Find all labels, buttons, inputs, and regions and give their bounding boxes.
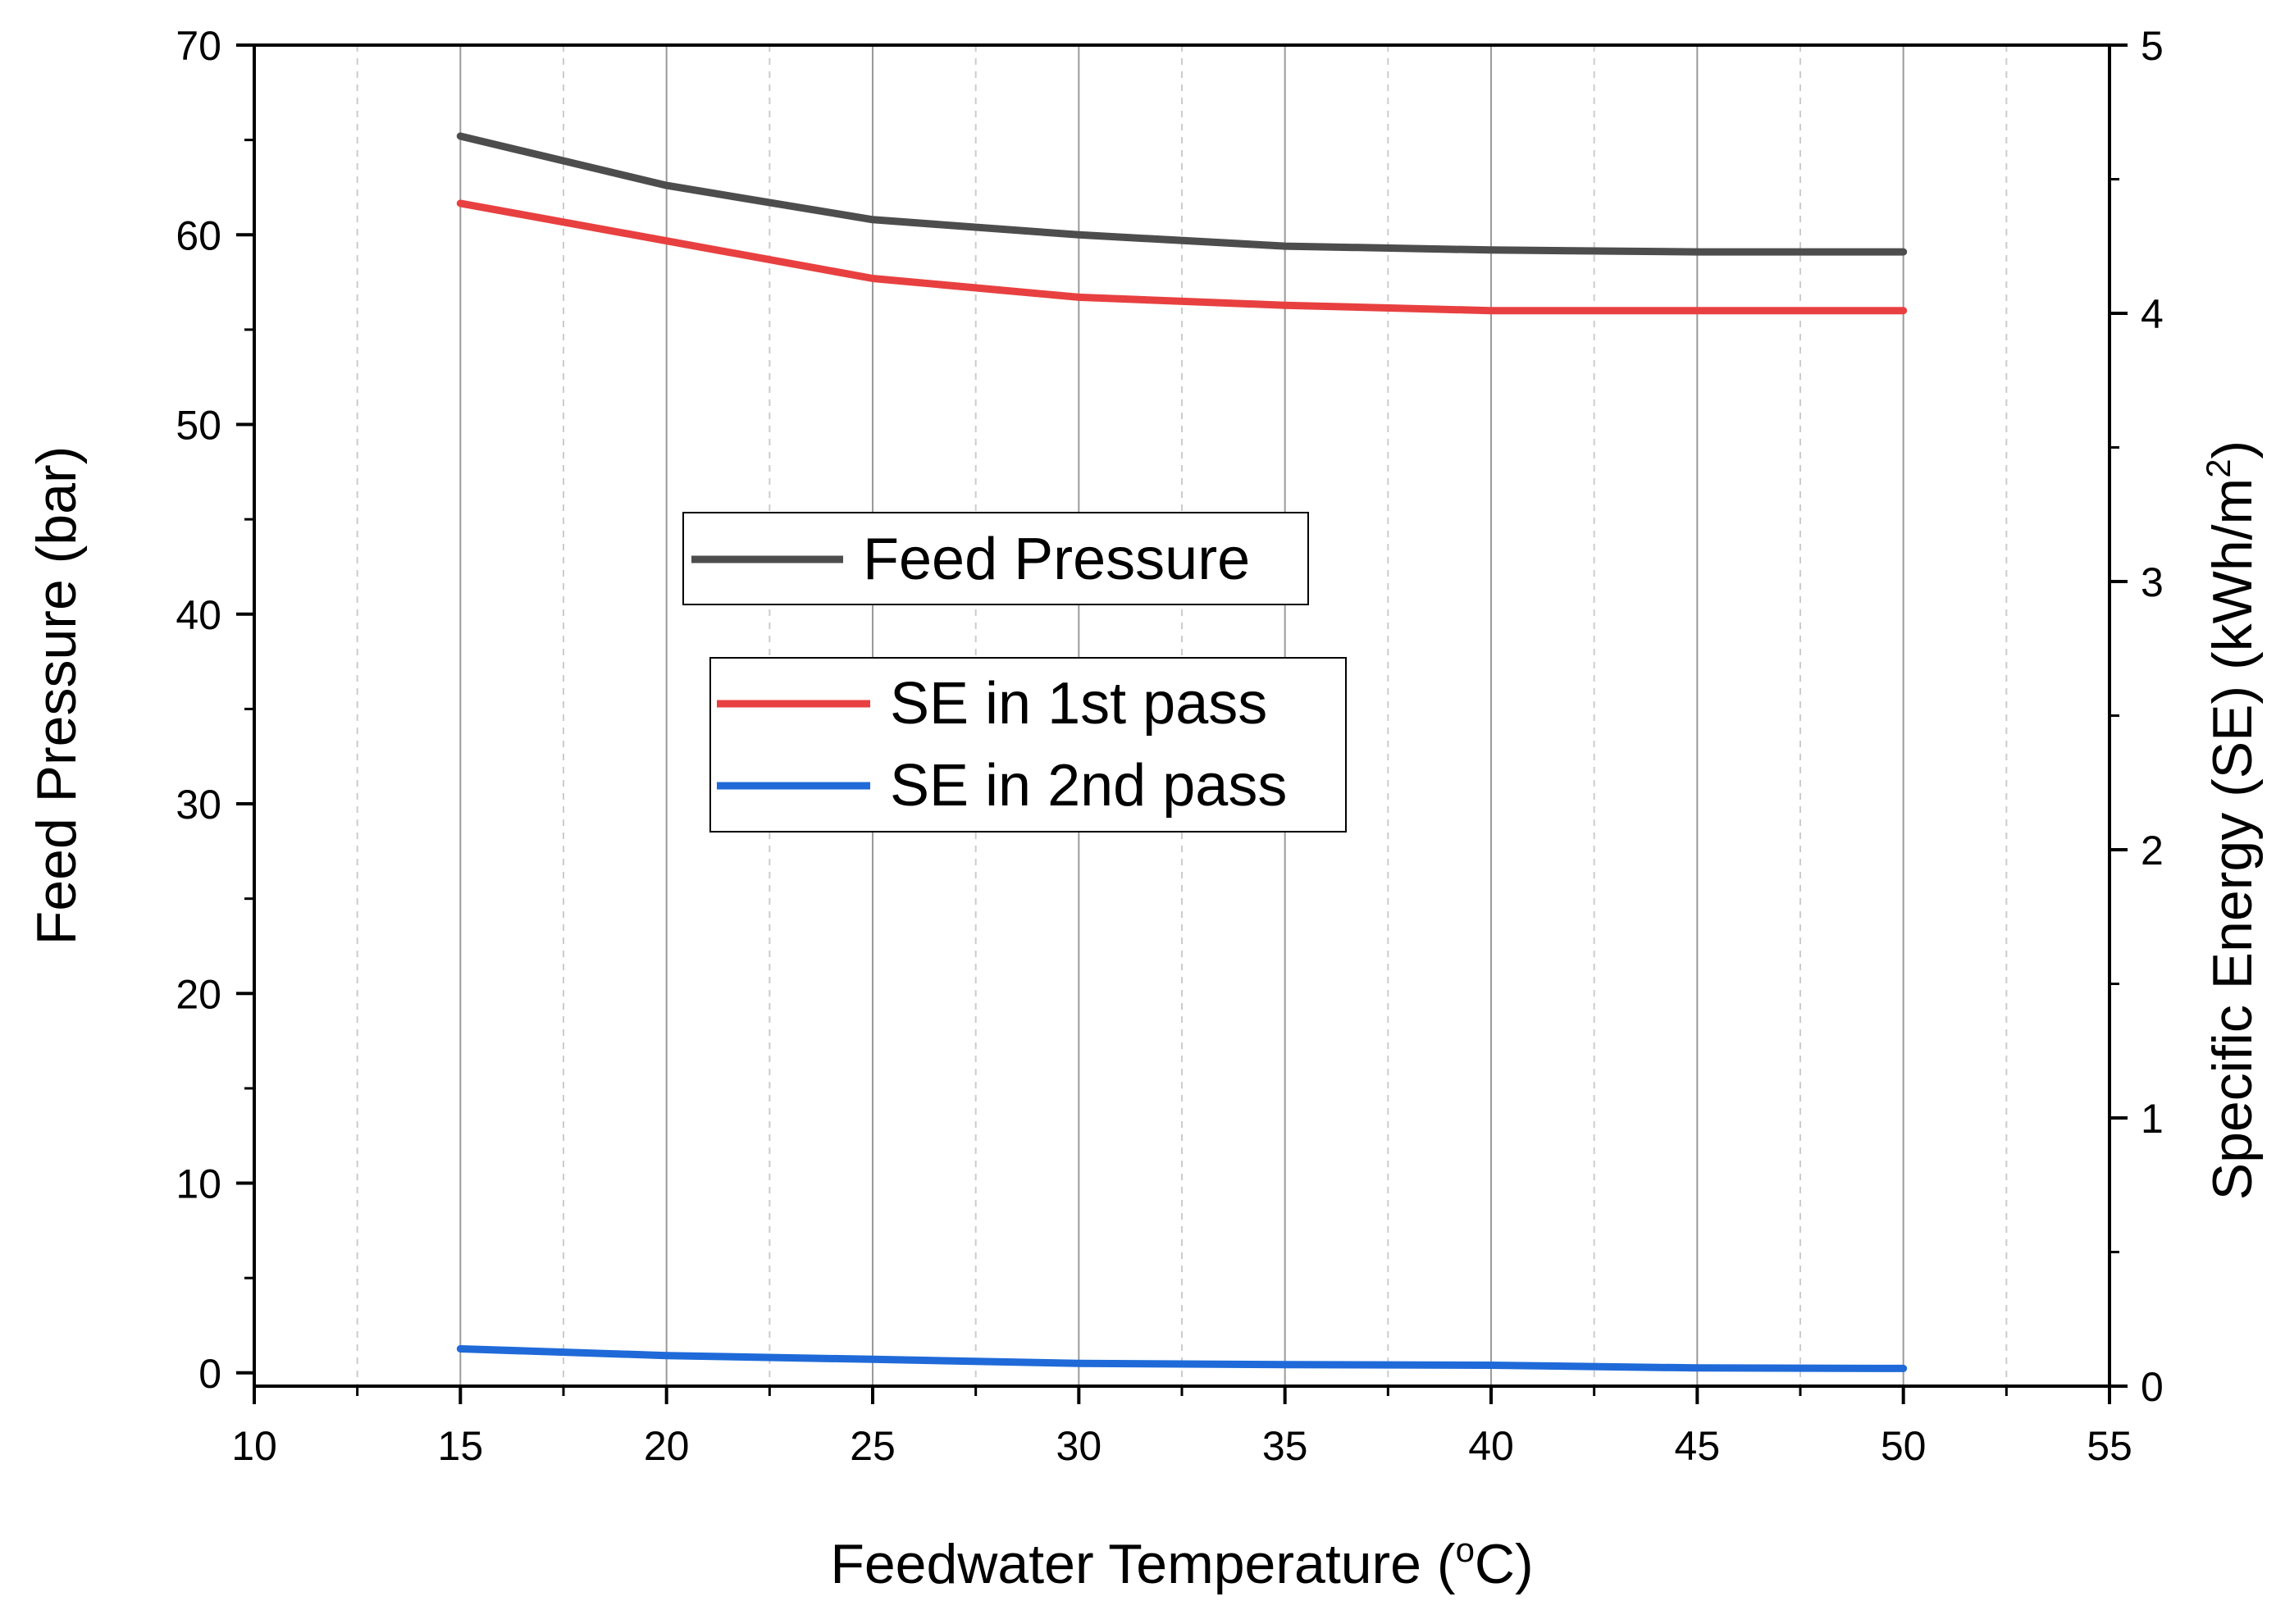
x-tick-label-5: 35 bbox=[1262, 1423, 1308, 1469]
y-left-tick-label-1: 10 bbox=[176, 1161, 221, 1207]
series-line-se-in-1st-pass bbox=[456, 199, 1908, 315]
y-right-tick-label-3: 3 bbox=[2141, 559, 2164, 605]
x-tick-label-7: 45 bbox=[1675, 1423, 1721, 1469]
y-left-tick-label-2: 20 bbox=[176, 971, 221, 1017]
y-axis-left-title: Feed Pressure (bar) bbox=[25, 446, 88, 945]
x-axis-title: Feedwater Temperature (oC) bbox=[830, 1530, 1533, 1595]
y-left-tick-label-3: 30 bbox=[176, 782, 221, 828]
y-axis-right-title: Specific Energy (SE) (kWh/m2) bbox=[2199, 440, 2264, 1200]
x-tick-label-6: 40 bbox=[1468, 1423, 1514, 1469]
legend-se: SE in 1st pass SE in 2nd pass bbox=[709, 657, 1347, 833]
y-right-tick-label-1: 1 bbox=[2141, 1096, 2164, 1142]
legend-label-se-1st-pass: SE in 1st pass bbox=[890, 671, 1267, 737]
y-left-tick-label-5: 50 bbox=[176, 403, 221, 449]
legend-box-1 bbox=[682, 512, 1309, 605]
legend-feed-pressure: Feed Pressure bbox=[682, 512, 1309, 605]
series-line-se-in-2nd-pass bbox=[456, 1345, 1908, 1372]
x-tick-label-2: 20 bbox=[644, 1423, 690, 1469]
x-tick-label-3: 25 bbox=[850, 1423, 896, 1469]
x-tick-label-8: 50 bbox=[1881, 1423, 1927, 1469]
y-right-tick-label-2: 2 bbox=[2141, 828, 2164, 874]
y-right-tick-label-5: 5 bbox=[2141, 23, 2164, 69]
y-right-tick-label-0: 0 bbox=[2141, 1364, 2164, 1410]
y-left-tick-label-0: 0 bbox=[198, 1351, 221, 1397]
legend-box-2 bbox=[709, 657, 1347, 833]
y-left-tick-label-4: 40 bbox=[176, 592, 221, 638]
y-left-tick-label-6: 60 bbox=[176, 212, 221, 258]
y-right-tick-label-4: 4 bbox=[2141, 291, 2164, 337]
x-tick-label-4: 30 bbox=[1056, 1423, 1102, 1469]
x-tick-label-0: 10 bbox=[231, 1423, 277, 1469]
series-layer bbox=[456, 132, 1908, 1372]
y-left-tick-label-7: 70 bbox=[176, 23, 221, 69]
legend-label-se-2nd-pass: SE in 2nd pass bbox=[890, 753, 1287, 819]
series-line-feed-pressure bbox=[456, 132, 1908, 256]
ticks: 10 15 20 25 30 35 40 45 50 5501020304050607001234… bbox=[176, 23, 2163, 1469]
x-tick-label-9: 55 bbox=[2087, 1423, 2132, 1469]
x-tick-label-1: 15 bbox=[438, 1423, 484, 1469]
legend-label-feed-pressure: Feed Pressure bbox=[863, 527, 1250, 592]
